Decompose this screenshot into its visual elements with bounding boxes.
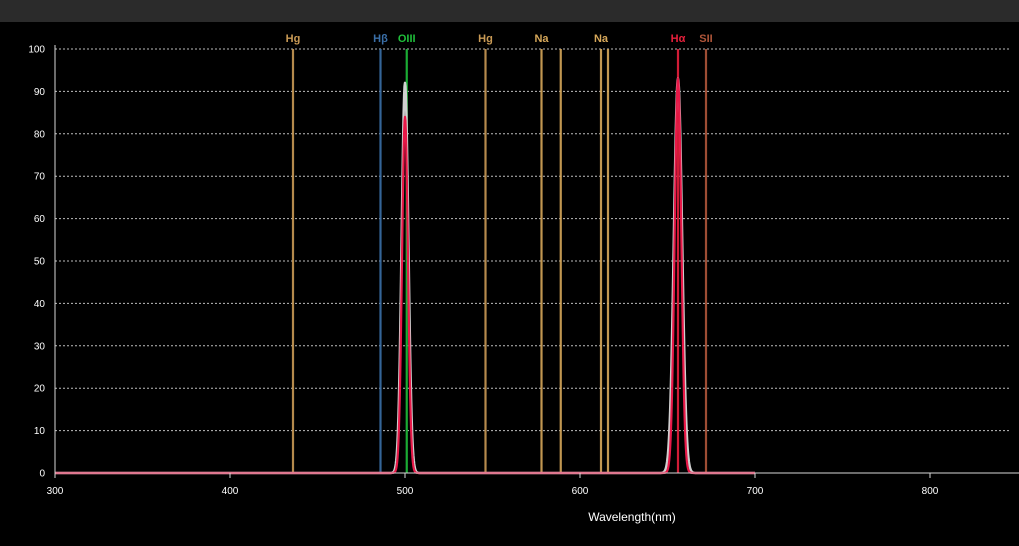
emission-lines: Hg Hβ OIII Hg Na Na Hα SII bbox=[286, 33, 713, 473]
x-tick-label: 500 bbox=[397, 486, 414, 497]
emission-line-label: Hα bbox=[671, 33, 686, 45]
filter-curves bbox=[54, 77, 756, 475]
y-tick-label: 60 bbox=[34, 214, 46, 225]
x-tick-label: 300 bbox=[47, 486, 64, 497]
x-axis-title: Wavelength(nm) bbox=[588, 510, 676, 524]
emission-line-label: Na bbox=[534, 33, 549, 45]
y-tick-label: 10 bbox=[34, 426, 46, 437]
y-tick-label: 70 bbox=[34, 172, 46, 183]
y-tick-label: 90 bbox=[34, 87, 46, 98]
x-tick-label: 700 bbox=[747, 486, 764, 497]
axes: 0 10 20 30 40 50 60 70 80 90 100 300 400 500 600 700 800 bbox=[28, 45, 1019, 497]
y-tick-label: 40 bbox=[34, 299, 46, 310]
emission-line-label: Hg bbox=[478, 33, 493, 45]
y-tick-label: 100 bbox=[28, 45, 45, 56]
y-tick-label: 50 bbox=[34, 257, 46, 268]
emission-line-label: Hβ bbox=[373, 33, 388, 45]
y-tick-label: 0 bbox=[39, 469, 45, 480]
emission-line-label: SII bbox=[699, 33, 712, 45]
emission-line-label: Na bbox=[594, 33, 609, 45]
y-tick-label: 20 bbox=[34, 384, 46, 395]
y-tick-label: 30 bbox=[34, 341, 46, 352]
x-tick-label: 600 bbox=[572, 486, 589, 497]
grid bbox=[55, 48, 1010, 432]
emission-line-label: OIII bbox=[398, 33, 416, 45]
emission-line-label: Hg bbox=[286, 33, 301, 45]
window-top-bar bbox=[0, 0, 1019, 22]
y-tick-label: 80 bbox=[34, 129, 46, 140]
x-tick-label: 800 bbox=[922, 486, 939, 497]
filter-curve bbox=[54, 77, 756, 475]
x-tick-label: 400 bbox=[222, 486, 239, 497]
